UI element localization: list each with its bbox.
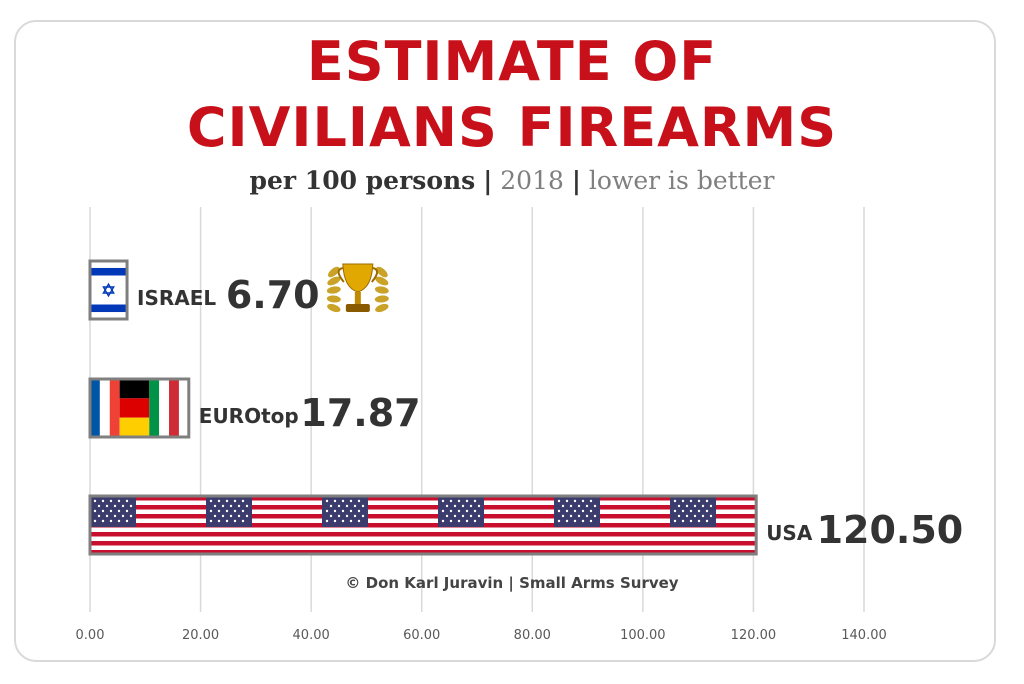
subtitle-note: lower is better — [588, 166, 775, 195]
bar — [88, 377, 191, 439]
bar-value-label: 17.87 — [300, 391, 420, 435]
subtitle-separator-1: | — [483, 166, 493, 195]
bar-value-label: 120.50 — [817, 508, 964, 552]
x-tick-label: 60.00 — [403, 628, 440, 643]
x-tick-label: 140.00 — [841, 628, 887, 643]
chart-title-line1: ESTIMATE OF — [306, 30, 718, 93]
bar — [88, 494, 758, 556]
bar-category-label: ISRAEL — [137, 286, 216, 310]
subtitle-year: 2018 — [500, 166, 564, 195]
subtitle-separator-2: | — [571, 166, 581, 195]
bar-category-label: USA — [766, 521, 813, 545]
bar-value-label: 6.70 — [226, 273, 320, 317]
bar — [88, 259, 129, 321]
x-axis-ticks: 0.00 20.00 40.00 60.00 80.00 100.00 120.00 140.… — [76, 628, 887, 643]
trophy-icon — [326, 263, 389, 313]
source-credit: © Don Karl Juravin | Small Arms Survey — [345, 574, 679, 592]
bars — [88, 259, 758, 556]
subtitle-unit: per 100 persons — [249, 166, 476, 195]
x-tick-label: 100.00 — [620, 628, 666, 643]
x-tick-label: 40.00 — [293, 628, 330, 643]
chart-title-line2: CIVILIANS FIREARMS — [186, 96, 838, 159]
x-tick-label: 120.00 — [731, 628, 777, 643]
chart-subtitle: per 100 persons | 2018 | lower is better — [0, 166, 1024, 195]
bar-labels: ISRAEL 6.70 EUROtop 17.87 USA 120.50 — [137, 263, 964, 552]
x-tick-label: 80.00 — [514, 628, 551, 643]
x-tick-label: 20.00 — [182, 628, 219, 643]
x-tick-label: 0.00 — [76, 628, 105, 643]
bar-category-label: EUROtop — [199, 404, 299, 428]
